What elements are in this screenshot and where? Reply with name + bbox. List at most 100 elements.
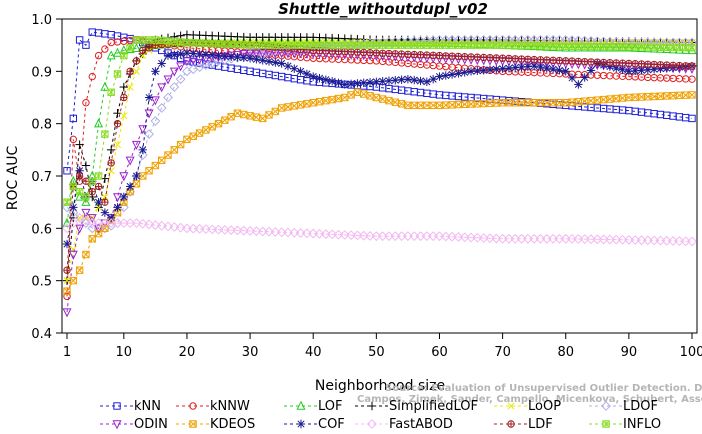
data-point [131, 42, 141, 53]
data-point [687, 236, 697, 247]
data-point [119, 192, 129, 202]
data-point [663, 61, 671, 69]
data-point [207, 224, 218, 235]
data-point [580, 42, 590, 52]
data-point [137, 150, 148, 160]
data-point [611, 234, 622, 245]
data-point [385, 96, 393, 105]
data-point [567, 233, 577, 244]
data-point [258, 56, 267, 65]
data-point [101, 198, 109, 206]
data-point [163, 92, 173, 103]
data-point [435, 72, 444, 81]
data-point [264, 57, 274, 66]
data-point [435, 51, 444, 60]
data-point [574, 57, 583, 66]
data-point [321, 75, 331, 84]
data-point [681, 62, 690, 70]
data-point [320, 229, 331, 239]
data-point [238, 225, 249, 236]
data-point [82, 99, 90, 107]
data-point [189, 49, 198, 58]
data-point [618, 94, 627, 102]
data-point [346, 79, 356, 89]
data-point [327, 77, 337, 86]
data-point [485, 233, 495, 244]
data-point [120, 93, 128, 102]
data-point [486, 54, 494, 62]
data-point [101, 45, 109, 53]
data-point [82, 177, 90, 185]
data-point [74, 212, 85, 223]
data-point [308, 228, 319, 239]
data-point [511, 63, 520, 72]
legend-item-cof: COF [284, 417, 345, 432]
data-point [227, 112, 235, 121]
series-line [66, 52, 693, 313]
data-point [156, 103, 167, 113]
series-kdeos [63, 88, 696, 295]
data-point [624, 42, 634, 52]
data-point [567, 42, 577, 52]
data-point [448, 52, 456, 60]
data-point [384, 76, 394, 85]
data-point [176, 49, 185, 59]
data-point [100, 81, 110, 91]
data-point [586, 234, 596, 245]
data-point [107, 38, 115, 47]
data-point [208, 50, 217, 60]
data-point [442, 52, 450, 60]
data-point [75, 188, 84, 196]
data-point [175, 222, 186, 233]
data-point [113, 70, 122, 78]
data-point [656, 92, 665, 100]
data-point [245, 54, 255, 63]
data-point [606, 42, 614, 51]
data-point [75, 140, 84, 149]
data-point [353, 41, 362, 49]
data-point [131, 218, 142, 229]
data-point [410, 50, 418, 59]
data-point [460, 68, 469, 77]
data-point [252, 113, 261, 121]
data-point [264, 226, 274, 237]
data-point [126, 67, 134, 76]
legend-label: LOF [318, 399, 343, 414]
data-point [188, 223, 199, 234]
legend-marker [112, 420, 122, 430]
data-point [592, 42, 602, 52]
data-point [194, 223, 205, 234]
data-point [131, 140, 141, 150]
legend-item-inflo: INFLO [589, 417, 661, 432]
data-point [377, 231, 388, 242]
data-point [688, 44, 696, 52]
x-tick-label: 80 [557, 345, 574, 360]
data-point [88, 72, 96, 81]
data-point [454, 100, 463, 109]
data-point [415, 231, 426, 242]
data-point [125, 44, 135, 54]
y-tick-label: 0.7 [31, 170, 52, 185]
data-point [523, 62, 533, 71]
data-point [625, 59, 633, 68]
data-point [573, 234, 584, 244]
data-point [530, 99, 538, 107]
legend-marker [367, 419, 377, 429]
data-point [605, 42, 615, 52]
y-tick-label: 0.6 [31, 222, 52, 237]
data-point [567, 73, 577, 83]
data-point [151, 67, 160, 76]
data-point [574, 42, 583, 51]
data-point [113, 203, 122, 212]
data-point [144, 129, 154, 140]
data-point [561, 67, 570, 76]
data-point [145, 167, 153, 175]
data-point [560, 233, 571, 244]
legend-item-odin: ODIN [100, 417, 168, 432]
data-point [200, 224, 211, 235]
data-point [137, 218, 148, 229]
data-point [554, 233, 565, 244]
data-point [517, 99, 526, 107]
legend-label: COF [318, 417, 345, 432]
data-point [88, 235, 96, 243]
